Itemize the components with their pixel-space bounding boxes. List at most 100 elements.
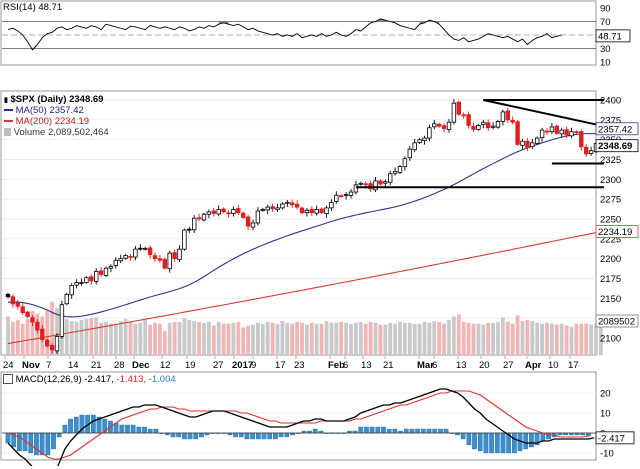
volume-bar xyxy=(216,321,221,355)
candle-body xyxy=(74,282,79,286)
volume-bar xyxy=(290,323,295,355)
candle-body xyxy=(157,258,163,261)
volume-bar xyxy=(11,321,15,355)
candle-body xyxy=(177,248,182,261)
macd-histogram-bar xyxy=(5,432,11,444)
macd-histogram-bar xyxy=(17,432,22,452)
macd-legend-icon xyxy=(3,374,13,385)
volume-bar xyxy=(599,322,603,355)
rsi-tick-label: 30 xyxy=(600,44,611,55)
candle-body xyxy=(530,142,535,148)
volume-bar xyxy=(300,322,304,355)
candle-body xyxy=(451,102,457,123)
candle-body xyxy=(240,212,246,218)
candle-body xyxy=(510,119,515,123)
x-axis-label: 6 xyxy=(343,360,348,371)
x-axis-label: Feb xyxy=(328,360,345,371)
volume-bar xyxy=(510,323,515,355)
candle-body xyxy=(64,293,69,305)
candle-body xyxy=(554,125,559,134)
candle-body xyxy=(579,131,584,148)
volume-bar xyxy=(295,321,299,355)
price-tick-label: 2175 xyxy=(600,274,621,285)
volume-bar-icon xyxy=(4,128,11,137)
candle-body xyxy=(324,207,329,215)
candle-body xyxy=(152,255,158,260)
macd-histogram-bar xyxy=(415,428,420,434)
volume-bar xyxy=(398,321,402,355)
macd-histogram-bar xyxy=(170,432,176,438)
volume-bar xyxy=(535,322,540,355)
price-legend-spx: ▮ $SPX (Daily) 2348.69 xyxy=(4,94,104,105)
volume-bar xyxy=(104,321,108,355)
candle-body xyxy=(397,166,403,173)
candle-body xyxy=(549,126,555,133)
volume-bar xyxy=(138,322,143,355)
volume-bar xyxy=(256,322,260,355)
x-axis-label: 27 xyxy=(503,360,514,371)
ma50-line-icon xyxy=(4,109,13,112)
x-axis-label: 6 xyxy=(432,360,437,371)
volume-bar xyxy=(153,322,157,355)
candle-body xyxy=(559,129,564,135)
volume-bar xyxy=(481,324,486,355)
volume-bar xyxy=(540,323,544,355)
ma200-line-icon xyxy=(4,120,13,123)
macd-histogram-bar xyxy=(278,432,284,438)
volume-bar xyxy=(305,324,309,355)
candle-body xyxy=(226,212,231,215)
macd-histogram-bar xyxy=(153,428,159,434)
macd-histogram-bar xyxy=(73,416,79,434)
macd-histogram-bar xyxy=(51,432,56,450)
volume-bar xyxy=(466,322,471,355)
volume-bar xyxy=(584,323,589,355)
x-axis-label: 12 xyxy=(160,360,171,371)
candle-body xyxy=(216,209,221,215)
volume-bar xyxy=(275,323,280,355)
macd-histogram-bar xyxy=(238,432,244,438)
volume-value-tag: 2089502 xyxy=(598,317,635,328)
volume-bar xyxy=(55,308,59,355)
last-price-tag: 2348.69 xyxy=(598,141,632,152)
macd-tick-label: -10 xyxy=(600,449,614,460)
macd-histogram-bar xyxy=(193,432,199,440)
candle-body xyxy=(54,336,60,352)
candle-body xyxy=(299,207,305,214)
volume-bar xyxy=(260,323,265,355)
volume-bar xyxy=(148,324,152,355)
volume-bar xyxy=(64,319,69,355)
candle-body xyxy=(441,125,447,129)
macd-histogram-bar xyxy=(472,432,477,450)
candle-body xyxy=(314,209,319,214)
candle-body xyxy=(265,206,270,211)
candle-body xyxy=(255,210,261,224)
price-tick-label: 2150 xyxy=(600,294,621,305)
volume-bar xyxy=(530,320,535,355)
volume-bar xyxy=(412,323,417,355)
volume-bar xyxy=(476,323,481,355)
volume-bar xyxy=(417,323,422,355)
price-legend-volume: Volume 2,089,502,464 xyxy=(4,127,109,138)
candle-body xyxy=(10,296,16,305)
macd-histogram-bar xyxy=(244,432,250,440)
candle-body xyxy=(196,217,202,220)
macd-value-label: -2.417 xyxy=(598,433,625,444)
volume-bar xyxy=(564,325,569,355)
candle-body xyxy=(436,123,442,127)
macd-histogram-bar xyxy=(142,426,147,434)
ma200-value-tag-box xyxy=(595,225,639,238)
volume-bar xyxy=(202,322,206,355)
volume-bar xyxy=(143,320,148,355)
volume-bar xyxy=(461,321,466,355)
macd-histogram-bar xyxy=(34,432,39,456)
volume-bar xyxy=(594,323,598,355)
volume-bar xyxy=(574,323,579,355)
candle-body xyxy=(525,140,530,148)
macd-histogram-bar xyxy=(523,432,529,450)
candle-body xyxy=(142,247,148,250)
candle-body xyxy=(378,180,383,185)
x-axis-label: 13 xyxy=(361,360,372,371)
volume-bar xyxy=(84,319,89,355)
volume-bar xyxy=(505,321,510,355)
